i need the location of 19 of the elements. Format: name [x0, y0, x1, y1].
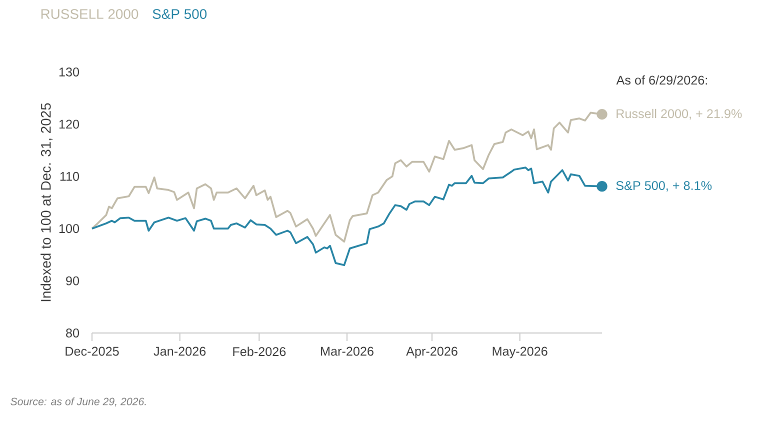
- x-tick-label: Mar-2026: [321, 346, 374, 356]
- y-tick-label: 130: [59, 68, 80, 76]
- x-tick-label: Jan-2026: [154, 346, 206, 356]
- x-tick-label: May-2026: [492, 346, 548, 358]
- x-tick-label: Dec-2025: [66, 346, 119, 356]
- x-tick-label: Feb-2026: [233, 346, 286, 356]
- x-tick-label: Apr-2026: [406, 346, 458, 358]
- annotation: Russell 2000, + 21.9%: [616, 108, 742, 120]
- text: As of 6/29/2026:: [616, 75, 708, 85]
- y-axis-title: Indexed to 100 at Dec. 31, 2025: [40, 103, 52, 302]
- y-tick-label: 120: [59, 120, 80, 129]
- text: S&P 500: [152, 9, 207, 19]
- y-tick-label: 100: [59, 224, 80, 234]
- y-tick-label: 90: [66, 276, 80, 286]
- source-note: Source: as of June 29, 2026.: [10, 397, 146, 407]
- y-tick-label: 110: [60, 172, 80, 181]
- y-tick-label: 80: [66, 328, 80, 338]
- annotation: S&P 500, + 8.1%: [616, 181, 712, 192]
- text: RUSSELL 2000: [41, 9, 138, 19]
